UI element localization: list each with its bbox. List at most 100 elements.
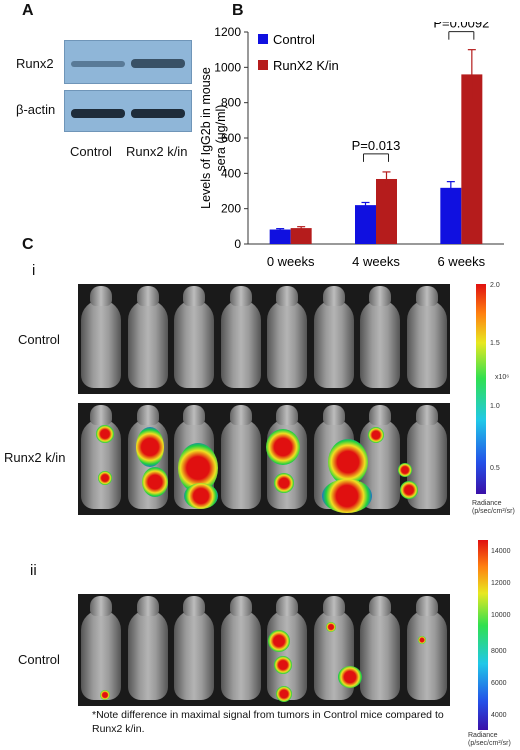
y-tick-label: 200 xyxy=(221,202,241,216)
mouse-image xyxy=(125,596,171,704)
bioluminescence-signal xyxy=(368,427,384,443)
panel-c-letter: C xyxy=(22,236,34,253)
mouse-image xyxy=(264,596,310,704)
mouse-image xyxy=(264,286,310,392)
mouse-image xyxy=(125,286,171,392)
mouse-body xyxy=(313,300,354,388)
colorbar-i xyxy=(476,284,486,494)
bioluminescence-signal xyxy=(322,479,372,513)
x-tick-label: 6 weeks xyxy=(437,254,485,269)
colorbar-i-tick-1-5: 1.5 xyxy=(490,340,500,347)
mouse-body xyxy=(174,300,215,388)
mouse-image xyxy=(357,596,403,704)
mouse-image xyxy=(357,286,403,392)
colorbar-i-multiplier: x10⁶ xyxy=(495,374,510,381)
lane-label-control: Control xyxy=(70,144,112,159)
y-tick-label: 1000 xyxy=(214,60,241,74)
bioluminescence-signal xyxy=(398,463,412,477)
mouse-image xyxy=(218,596,264,704)
bar-control xyxy=(440,187,462,244)
colorbar-i-unit: Radiance (p/sec/cm²/sr) xyxy=(472,500,515,515)
colorbar-ii-tick-8000: 8000 xyxy=(491,648,507,655)
p-value-label: P=0.013 xyxy=(352,138,401,153)
bioluminescence-signal xyxy=(274,473,294,493)
mouse-head xyxy=(90,596,113,616)
igg2b-bar-chart: 0 200 400 600 800 1000 1200 Levels of IgG2b in … xyxy=(200,22,504,269)
row-label-knockin: Runx2 k/in xyxy=(4,450,66,465)
y-tick-label: 800 xyxy=(221,96,241,110)
bioluminescence-signal xyxy=(268,630,290,652)
runx2-band-control xyxy=(71,61,125,67)
bioluminescence-signal xyxy=(328,439,368,485)
mouse-body xyxy=(127,610,168,700)
mouse-body xyxy=(127,300,168,388)
mouse-head xyxy=(276,405,299,425)
bioluminescence-signal xyxy=(184,483,218,509)
colorbar-ii-unit: Radiance (p/sec/cm²/sr) xyxy=(468,732,511,747)
bioluminescence-signal xyxy=(418,636,426,644)
bar-control xyxy=(269,229,291,244)
mouse-body xyxy=(360,300,401,388)
y-tick-label: 0 xyxy=(234,237,241,251)
colorbar-ii-tick-10000: 10000 xyxy=(491,612,511,619)
bar-control xyxy=(355,205,376,244)
mouse-head xyxy=(229,405,252,425)
colorbar-i-tick-1-0: 1.0 xyxy=(490,403,500,410)
legend-label: Control xyxy=(273,32,315,47)
mouse-image xyxy=(404,286,450,392)
mouse-body xyxy=(81,300,122,388)
bioluminescence-signal xyxy=(266,429,300,465)
mouse-head xyxy=(276,596,299,616)
bioluminescence-signal xyxy=(100,690,110,700)
mouse-head xyxy=(369,596,392,616)
mouse-image xyxy=(218,286,264,392)
x-tick-label: 4 weeks xyxy=(352,254,400,269)
mouse-image xyxy=(171,286,217,392)
y-tick-label: 600 xyxy=(221,131,241,145)
mouse-head xyxy=(229,286,252,306)
mouse-head xyxy=(415,286,438,306)
bioluminescence-signal xyxy=(142,467,168,497)
mouse-image xyxy=(218,405,264,513)
beta-actin-blot xyxy=(64,90,192,132)
panel-c-sub-ii: ii xyxy=(30,562,37,579)
bioluminescence-signal xyxy=(276,686,292,702)
colorbar-i-tick-2-0: 2.0 xyxy=(490,282,500,289)
mouse-body xyxy=(81,610,122,700)
colorbar-ii xyxy=(478,540,488,730)
panel-c-sub-i: i xyxy=(32,262,36,279)
mouse-body xyxy=(406,300,447,388)
p-value-label: P=0.0092 xyxy=(433,22,489,31)
colorbar-ii-tick-14000: 14000 xyxy=(491,548,511,555)
bioluminescence-signal xyxy=(96,425,114,443)
bioluminescence-signal xyxy=(400,481,418,499)
mouse-head xyxy=(415,405,438,425)
legend-swatch xyxy=(258,34,268,44)
lane-label-knockin: Runx2 k/in xyxy=(126,144,188,159)
bioluminescence-signal xyxy=(338,666,362,688)
runx2-row-label: Runx2 xyxy=(16,56,54,71)
mouse-head xyxy=(90,286,113,306)
mouse-body xyxy=(267,610,308,700)
x-tick-label: 0 weeks xyxy=(267,254,315,269)
colorbar-i-tick-0-5: 0.5 xyxy=(490,465,500,472)
runx2-band-knockin xyxy=(131,59,185,68)
mouse-image xyxy=(404,596,450,704)
mouse-head xyxy=(136,286,159,306)
mouse-head xyxy=(183,596,206,616)
mouse-head xyxy=(369,286,392,306)
mouse-image xyxy=(171,596,217,704)
bioluminescence-signal xyxy=(274,656,292,674)
mouse-body xyxy=(406,610,447,700)
mouse-image xyxy=(311,286,357,392)
mouse-head xyxy=(322,405,345,425)
mouse-body xyxy=(220,300,261,388)
mouse-head xyxy=(136,596,159,616)
mouse-head xyxy=(276,286,299,306)
panel-b-letter: B xyxy=(232,2,244,19)
mouse-head xyxy=(229,596,252,616)
mouse-head xyxy=(90,405,113,425)
panel-a-letter: A xyxy=(22,2,34,19)
mouse-body xyxy=(267,300,308,388)
mouse-head xyxy=(322,286,345,306)
